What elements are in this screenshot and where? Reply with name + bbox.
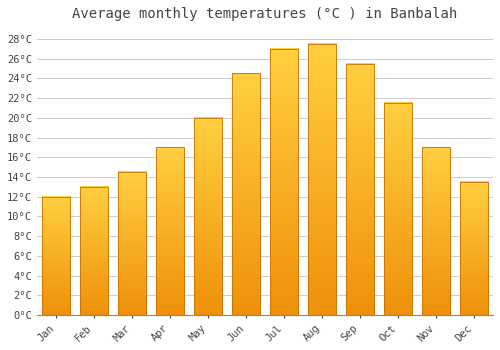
- Title: Average monthly temperatures (°C ) in Banbalah: Average monthly temperatures (°C ) in Ba…: [72, 7, 458, 21]
- Bar: [270, 49, 298, 315]
- Bar: [156, 147, 184, 315]
- Bar: [460, 182, 488, 315]
- Bar: [384, 103, 412, 315]
- Bar: [118, 172, 146, 315]
- Bar: [80, 187, 108, 315]
- Bar: [422, 147, 450, 315]
- Bar: [346, 64, 374, 315]
- Bar: [232, 74, 260, 315]
- Bar: [194, 118, 222, 315]
- Bar: [308, 44, 336, 315]
- Bar: [42, 197, 70, 315]
